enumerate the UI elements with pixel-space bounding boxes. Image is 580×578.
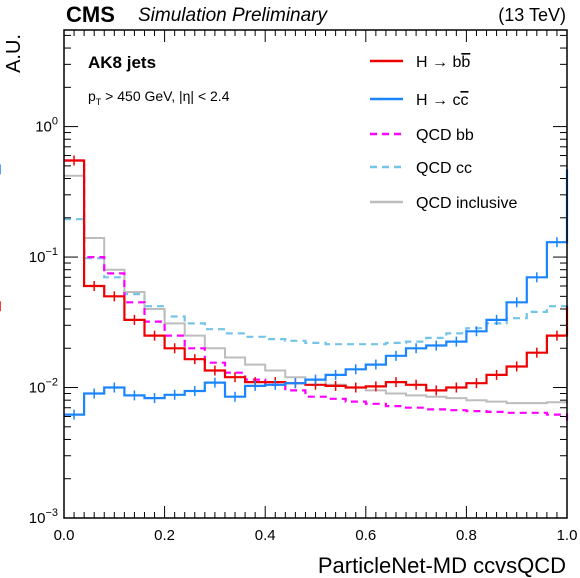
legend: H → bb H → cc QCD bb QCD cc QCD inclusive <box>370 54 517 212</box>
x-tick-label: 0.4 <box>255 527 276 544</box>
x-tick-label: 0.0 <box>54 527 75 544</box>
y-tick-label: 10−3 <box>29 507 58 527</box>
error-bars-layer <box>0 155 558 420</box>
x-tick-label: 0.2 <box>154 527 175 544</box>
series-line-3 <box>64 218 569 346</box>
x-tick-labels: 0.0 0.2 0.4 0.6 0.8 1.0 <box>54 527 578 544</box>
legend-label-0: H → bb <box>416 54 470 71</box>
y-axis-label: A.U. <box>3 34 25 73</box>
legend-label-3: QCD cc <box>416 160 472 177</box>
status-label: Simulation Preliminary <box>138 5 329 26</box>
x-axis-label: ParticleNet-MD ccvsQCD <box>318 553 566 578</box>
cut-label: pT > 450 GeV, |η| < 2.4 <box>88 88 230 107</box>
cut-pt-subscript: T <box>96 97 102 107</box>
cut-rest: > 450 GeV, |η| < 2.4 <box>101 88 229 104</box>
x-tick-label: 0.6 <box>355 527 376 544</box>
cut-pt-symbol: p <box>88 88 96 104</box>
axis-ticks <box>63 30 568 519</box>
series-line-2 <box>64 159 569 422</box>
y-tick-label: 100 <box>35 116 58 136</box>
legend-label-4: QCD inclusive <box>416 195 517 212</box>
y-tick-label: 10−1 <box>29 246 58 266</box>
x-tick-label: 0.8 <box>456 527 477 544</box>
x-tick-label: 1.0 <box>557 527 578 544</box>
series-line-1 <box>64 169 569 416</box>
legend-label-2: QCD bb <box>416 127 474 144</box>
legend-label-1: H → cc <box>416 92 468 109</box>
cms-label: CMS <box>66 2 115 27</box>
y-tick-label: 10−2 <box>29 377 58 397</box>
jet-label: AK8 jets <box>88 53 156 72</box>
series-line-0 <box>64 159 569 392</box>
energy-label: (13 TeV) <box>498 5 566 25</box>
y-tick-labels: 10−3 10−2 10−1 100 <box>29 116 58 527</box>
